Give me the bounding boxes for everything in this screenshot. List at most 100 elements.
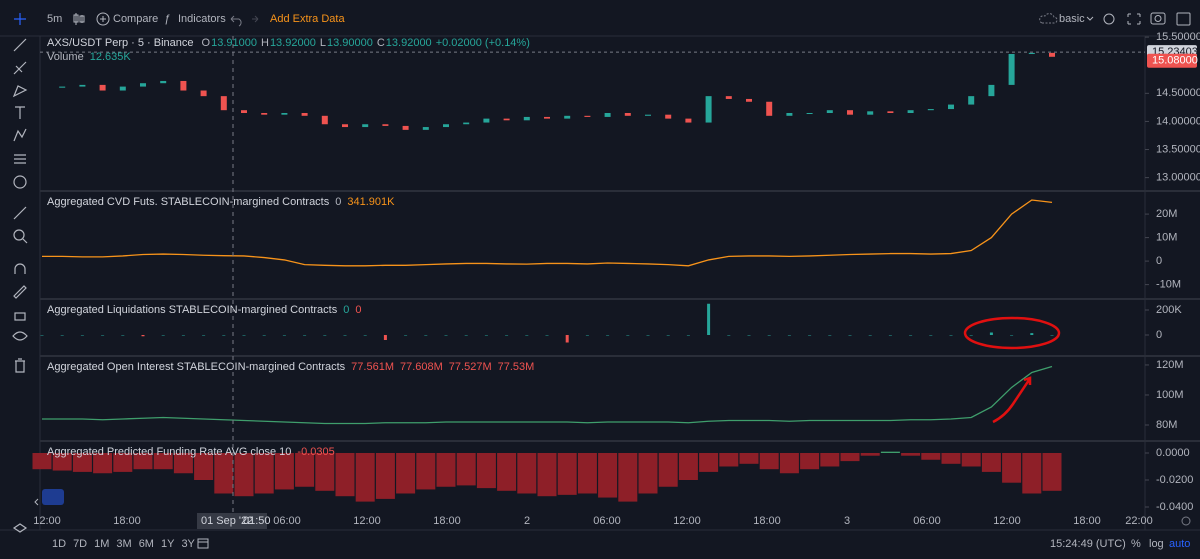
y-tick-label: 15.50000 [1156,31,1200,43]
log-toggle[interactable]: log [1149,538,1164,550]
y-tick-label: 0 [1156,329,1162,341]
histogram-bar [901,453,921,456]
y-tick-label: 0 [1156,255,1162,267]
histogram-bar [1042,453,1062,491]
date-range-icon[interactable] [197,538,209,549]
histogram-bar [585,335,589,336]
histogram-bar [888,335,892,336]
panel-icon[interactable] [1176,12,1191,26]
candle [261,113,268,115]
histogram-bar [173,453,193,474]
delete-tool[interactable] [15,358,25,373]
compare-button[interactable]: Compare [113,13,158,25]
percent-toggle[interactable]: % [1131,538,1141,550]
histogram-bar [961,453,981,467]
candle [79,84,86,87]
histogram-bar [363,335,367,336]
interval[interactable]: 5m [47,13,62,25]
candle [544,116,550,119]
trend-line-tool[interactable] [13,38,27,52]
redo-icon[interactable] [252,15,259,23]
candle [281,113,288,115]
snapshot-icon[interactable] [1150,12,1166,25]
candle [483,118,490,123]
candle [140,83,146,87]
histogram-bar [848,335,852,336]
histogram-bar [1010,335,1014,336]
range-button[interactable]: 7D [73,538,87,550]
legend-text: AXS/USDT Perp · 5 · Binance [47,37,194,49]
shapes-tool[interactable] [14,154,26,164]
candle [604,113,611,117]
histogram-bar [557,453,577,495]
y-tick-label: 13.50000 [1156,143,1200,155]
fullscreen-icon[interactable] [1127,13,1141,25]
logo-badge[interactable] [42,489,64,505]
x-tick-label: 06:00 [593,515,621,527]
forecast-tool[interactable] [13,128,27,142]
left-toolbar [12,38,28,533]
price-label-box [1147,53,1197,68]
zoom-tool[interactable] [13,229,25,241]
text-tool[interactable] [15,106,25,119]
histogram-bar [262,335,266,336]
histogram-bar [396,453,416,494]
auto-toggle[interactable]: auto [1169,538,1190,550]
histogram-bar [181,335,185,336]
measure-tool[interactable] [13,206,27,220]
histogram-bar [32,453,52,470]
cloud-icon [1039,13,1058,24]
x-tick-label: 2 [524,515,530,527]
legend-text: 0 [335,196,341,208]
histogram-bar [606,335,610,336]
legend-text: 77.53M [498,361,535,373]
range-button[interactable]: 1D [52,538,66,550]
collapse-arrow[interactable] [34,498,39,506]
range-button[interactable]: 6M [139,538,154,550]
x-tick-label: 18:00 [433,515,461,527]
axis-settings[interactable] [1181,516,1191,526]
legend-text: +0.02000 (+0.14%) [436,37,530,49]
candle [1008,53,1015,85]
visibility-tool[interactable] [12,331,28,341]
indicators-button[interactable]: Indicators [178,13,226,25]
draw-mode-tool[interactable] [13,285,27,299]
range-button[interactable]: 1M [94,538,109,550]
histogram-bar [545,335,549,336]
add-extra-data[interactable]: Add Extra Data [270,13,345,25]
histogram-bar [808,335,812,336]
crosshair-icon[interactable] [14,13,26,25]
chart-type-icon[interactable] [73,13,85,25]
fib-tool[interactable] [13,61,27,75]
histogram-bar [1030,333,1034,335]
object-tree[interactable] [12,523,28,533]
layout-name[interactable]: basic [1059,13,1085,25]
range-button[interactable]: 3M [116,538,131,550]
undo-icon[interactable] [230,15,242,27]
settings-icon[interactable] [1103,13,1115,25]
lock-tool[interactable] [14,312,26,321]
compare-icon[interactable] [96,12,110,26]
bottom-bar: 15:24:49 (UTC) % log auto 1D 7D 1M 3M 6M 1Y 3Y [52,516,1191,550]
y-tick-label: 13.00000 [1156,172,1200,184]
histogram-bar [646,335,650,336]
emoji-tool[interactable] [13,175,27,189]
legend-text: L [320,37,326,49]
histogram-bar [707,303,711,335]
legend-text: C [377,37,385,49]
layout-dropdown[interactable] [1086,16,1094,21]
histogram-bar [343,335,347,336]
pattern-tool[interactable] [12,85,28,98]
histogram-bar [416,453,436,490]
range-button[interactable]: 1Y [161,538,175,550]
candle [342,124,348,128]
x-tick-label: 06:00 [913,515,941,527]
histogram-bar [525,335,529,336]
range-button[interactable]: 3Y [181,538,195,550]
magnet-tool[interactable] [14,263,26,274]
histogram-bar [1022,453,1042,494]
candle [826,110,833,113]
histogram-bar [121,335,125,336]
legend-text: Aggregated CVD Futs. STABLECOIN-margined… [47,196,330,208]
